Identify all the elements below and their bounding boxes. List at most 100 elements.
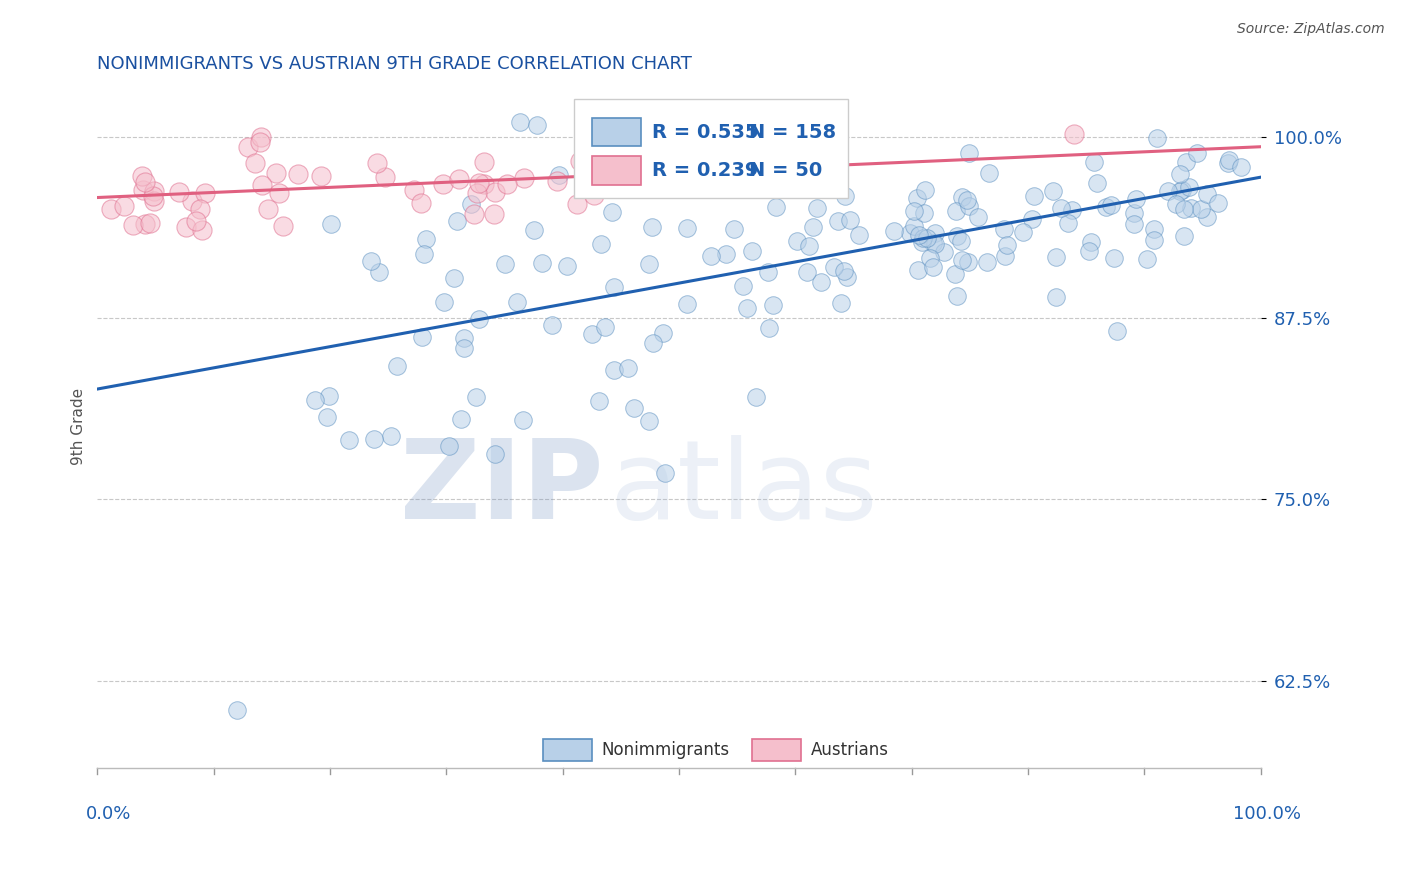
Point [360,254,382,268]
FancyBboxPatch shape [574,99,848,198]
Text: N = 50: N = 50 [749,161,823,180]
Point [946,288,969,302]
Point [839,212,862,227]
Point [402,183,425,197]
Point [641,220,664,235]
Point [142,184,165,198]
Point [832,264,855,278]
Point [643,335,665,350]
Point [907,191,929,205]
Point [1218,153,1240,167]
Point [830,296,852,310]
Point [914,183,936,197]
Point [810,275,832,289]
Point [623,401,645,416]
Point [484,447,506,461]
Point [191,223,214,237]
Point [756,265,779,279]
Text: 100.0%: 100.0% [1233,805,1302,823]
Point [446,214,468,228]
Point [468,312,491,326]
Point [1099,198,1122,212]
Point [600,204,623,219]
Point [523,223,546,237]
Point [121,218,143,232]
Point [565,197,588,211]
Point [1021,212,1043,227]
Point [465,186,488,200]
Point [531,256,554,270]
Point [409,195,432,210]
Point [957,198,980,212]
Point [907,262,929,277]
FancyBboxPatch shape [543,739,592,761]
Point [581,169,603,183]
Point [714,247,737,261]
Point [513,170,536,185]
Point [827,213,849,227]
Point [1080,235,1102,250]
Point [1063,127,1085,141]
Point [249,135,271,149]
Point [374,169,396,184]
Point [142,194,165,209]
Point [1218,156,1240,170]
FancyBboxPatch shape [592,118,641,146]
Point [1136,252,1159,266]
Point [950,252,973,267]
Point [1164,197,1187,211]
Point [309,169,332,184]
Point [1143,233,1166,247]
Point [950,190,973,204]
Point [496,177,519,191]
Point [1197,186,1219,201]
Point [100,202,122,216]
Point [1157,184,1180,198]
Point [509,115,531,129]
Text: Austrians: Austrians [810,741,889,759]
Point [1173,229,1195,244]
Point [922,236,945,251]
Point [512,413,534,427]
Point [252,178,274,192]
Point [976,254,998,268]
Text: 0.0%: 0.0% [86,805,131,823]
Point [1062,202,1084,217]
Point [1185,146,1208,161]
Point [752,169,775,184]
Point [174,219,197,234]
Point [744,390,766,404]
Point [1045,290,1067,304]
Point [741,244,763,258]
Point [1123,217,1146,231]
Point [569,154,592,169]
Point [363,433,385,447]
Point [250,130,273,145]
Point [304,392,326,407]
Point [1085,176,1108,190]
Point [924,236,946,251]
Point [848,228,870,243]
Point [614,178,637,192]
Point [1022,189,1045,203]
Point [603,362,626,376]
Point [494,257,516,271]
Point [447,171,470,186]
Point [603,280,626,294]
Point [994,249,1017,263]
Point [463,207,485,221]
Point [731,279,754,293]
Point [1180,201,1202,215]
Point [943,267,966,281]
Point [506,295,529,310]
Point [915,231,938,245]
Point [412,247,434,261]
Point [995,238,1018,252]
Point [142,189,165,203]
Point [273,219,295,233]
Point [181,194,204,208]
Point [1102,251,1125,265]
Point [950,235,973,249]
Point [131,169,153,183]
Point [368,265,391,279]
